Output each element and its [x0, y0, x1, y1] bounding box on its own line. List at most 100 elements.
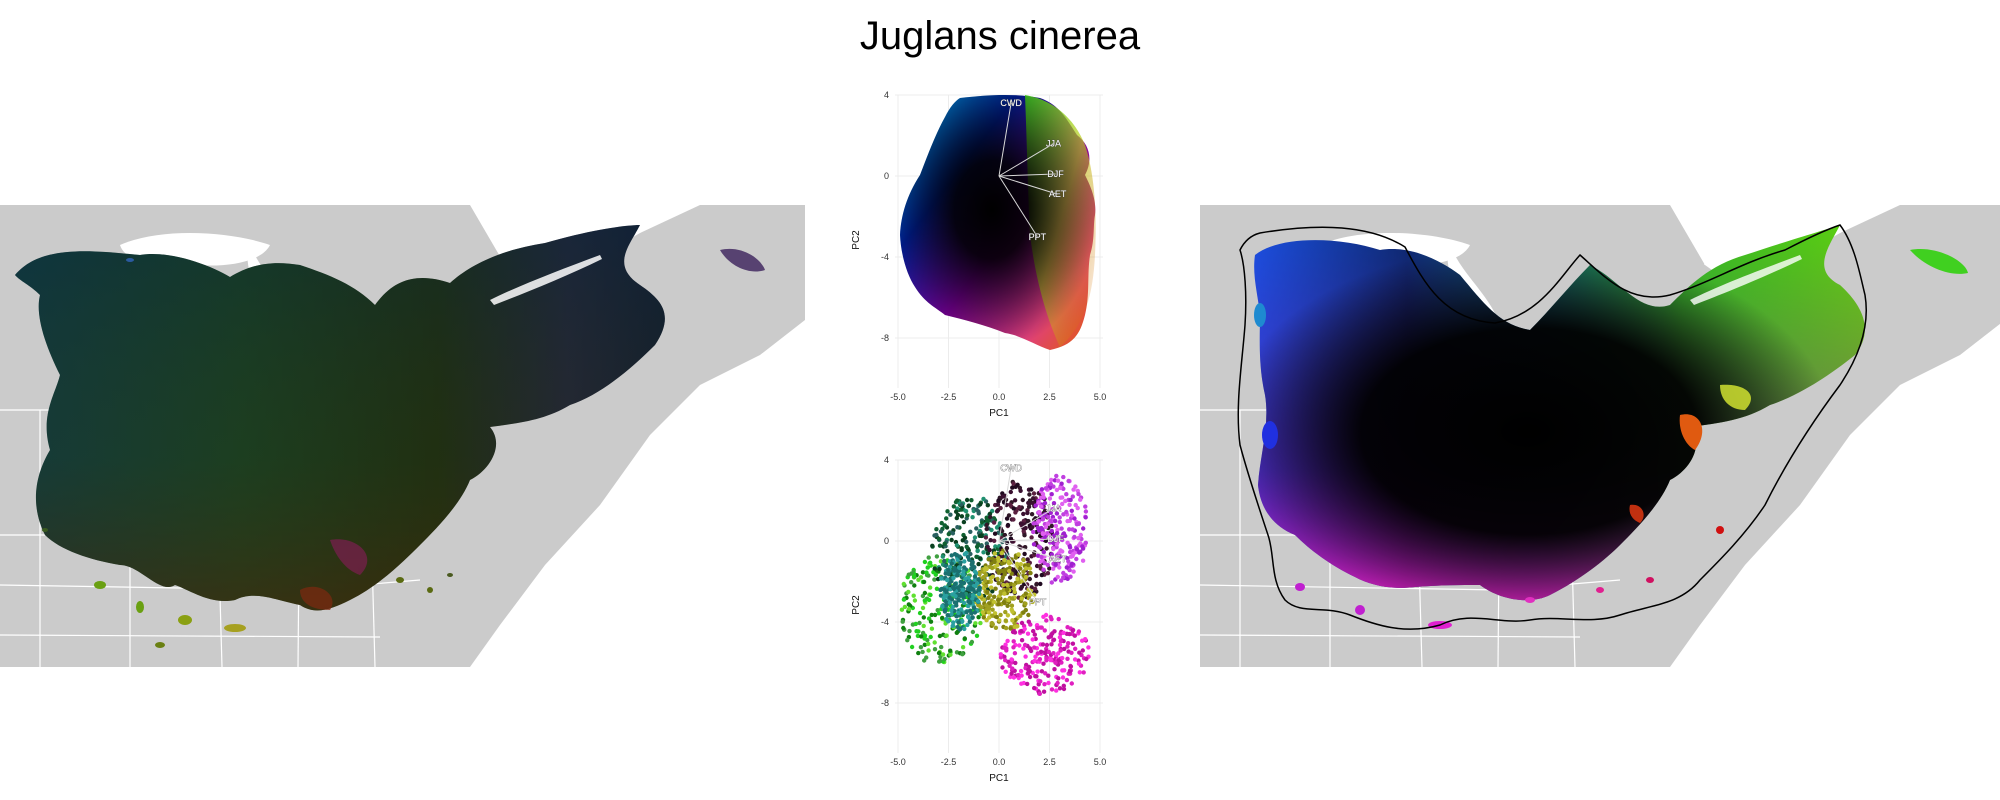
- scatter-point: [899, 607, 905, 612]
- scatter-point: [1014, 561, 1020, 567]
- scatter-point: [955, 525, 960, 530]
- scatter-point: [943, 563, 948, 568]
- scatter-point: [1009, 596, 1015, 601]
- scatter-point: [958, 579, 963, 585]
- scatter-point: [947, 581, 952, 586]
- scatter-point: [1010, 539, 1015, 544]
- scatter-point: [901, 597, 907, 602]
- scatter-point: [999, 561, 1005, 566]
- scatter-point: [981, 615, 986, 620]
- scatter-point: [988, 514, 993, 520]
- scatter-point: [1015, 482, 1020, 487]
- scatter-point: [913, 621, 918, 627]
- scatter-point: [1044, 618, 1049, 623]
- scatter-point: [1018, 668, 1024, 674]
- scatter-point: [1058, 648, 1063, 653]
- scatter-point: [965, 513, 970, 518]
- scatter-point: [1035, 553, 1041, 558]
- scatter-point: [1069, 513, 1075, 518]
- scatter-point: [987, 615, 992, 620]
- scatter-point: [928, 560, 933, 565]
- scatter-point: [1054, 688, 1059, 693]
- scatter-point: [1039, 572, 1044, 578]
- scatter-point: [957, 554, 962, 559]
- scatter-point: [940, 554, 945, 559]
- scatter-point: [985, 589, 990, 595]
- scatter-point: [1025, 518, 1031, 524]
- scatter-point: [1048, 518, 1053, 523]
- scatter-point: [964, 539, 969, 545]
- scatter-point: [984, 526, 989, 532]
- scatter-point: [976, 603, 981, 608]
- scatter-point: [954, 498, 960, 503]
- scatter-point: [920, 605, 926, 611]
- scatter-point: [1062, 646, 1067, 652]
- scatter-point: [909, 580, 914, 585]
- scatter-point: [1028, 570, 1033, 576]
- scatter-point: [1042, 628, 1047, 633]
- scatter-point: [936, 611, 942, 616]
- scatter-point: [1053, 523, 1059, 529]
- scatter-point: [1051, 546, 1056, 552]
- scatter-point: [1066, 559, 1071, 564]
- scatter-point: [945, 613, 950, 618]
- scatter-point: [1043, 651, 1048, 656]
- scatter-point: [1049, 687, 1055, 692]
- scatter-point: [969, 566, 974, 571]
- scatter-point: [911, 593, 916, 598]
- scatter-point: [938, 529, 944, 534]
- scatter-point: [1053, 518, 1058, 524]
- scatter-point: [947, 595, 952, 600]
- scatter-point: [942, 558, 947, 564]
- scatter-point: [981, 496, 986, 502]
- scatter-point: [1039, 525, 1044, 531]
- scatter-point: [985, 544, 990, 550]
- scatter-point: [995, 576, 1000, 582]
- scatter-point: [990, 589, 995, 594]
- scatter-point: [948, 652, 953, 657]
- scatter-point: [1022, 642, 1028, 648]
- scatter-point: [1036, 544, 1041, 549]
- scatter-point: [1037, 691, 1042, 696]
- scatter-point: [921, 615, 926, 620]
- scatter-point: [1083, 509, 1089, 514]
- x-tick: -5.0: [890, 392, 906, 402]
- scatter-point: [959, 507, 964, 512]
- scatter-point: [964, 550, 969, 556]
- scatter-point: [959, 619, 965, 624]
- scatter-point: [1045, 571, 1051, 576]
- scatter-point: [1046, 649, 1052, 655]
- scatter-point: [949, 553, 954, 558]
- scatter-point: [1070, 641, 1076, 646]
- scatter-point: [1059, 578, 1064, 583]
- scatter-point: [944, 633, 949, 638]
- scatter-point: [991, 599, 997, 605]
- scatter-point: [1055, 680, 1060, 686]
- scatter-point: [944, 516, 949, 521]
- scatter-point: [916, 650, 921, 656]
- scatter-point: [927, 585, 933, 590]
- scatter-point: [932, 577, 937, 582]
- scatter-point: [1031, 496, 1036, 501]
- scatter-point: [1041, 549, 1046, 555]
- scatter-point: [942, 587, 947, 592]
- scatter-point: [1016, 552, 1021, 557]
- scatter-point: [911, 574, 917, 579]
- scatter-point: [1040, 517, 1046, 522]
- scatter-point: [1049, 492, 1054, 497]
- scatter-point: [1019, 638, 1025, 643]
- scatter-point: [1061, 630, 1066, 635]
- scatter-point: [1009, 607, 1014, 612]
- scatter-point: [932, 647, 938, 652]
- scatter-point: [1027, 566, 1033, 571]
- scatter-point: [1025, 681, 1030, 687]
- scatter-point: [1074, 522, 1080, 527]
- scatter-point: [1029, 512, 1035, 517]
- scatter-point: [982, 566, 988, 572]
- scatter-point: [1029, 599, 1034, 604]
- scatter-point: [1054, 487, 1060, 493]
- scatter-point: [960, 587, 965, 593]
- scatter-point: [1038, 581, 1043, 587]
- scatter-point: [949, 561, 954, 566]
- scatter-point: [1022, 533, 1027, 538]
